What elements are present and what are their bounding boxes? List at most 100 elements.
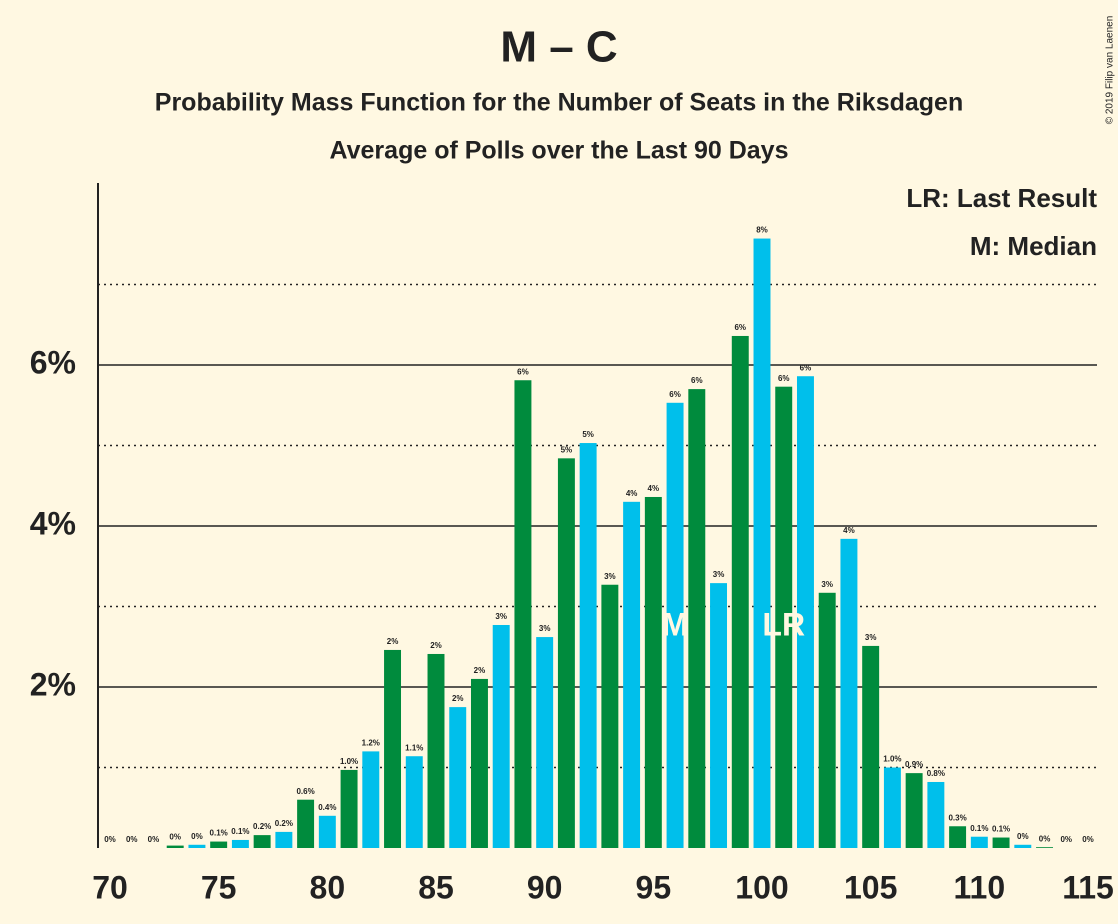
x-tick-label: 95 [636,869,672,905]
data-label: 0.8% [927,769,945,778]
bar [796,376,814,848]
data-label: 0.3% [948,813,966,822]
data-label: 0.6% [296,787,314,796]
bar [862,645,880,848]
x-tick-label: 75 [201,869,237,905]
data-label: 0% [191,832,203,841]
bar [905,773,923,848]
data-label: 5% [582,430,594,439]
data-label: 6% [517,367,529,376]
data-label: 0.1% [992,825,1010,834]
bar [949,826,967,848]
data-label: 1.1% [405,743,423,752]
bar [188,844,206,848]
bar [1014,844,1032,848]
data-label: 4% [626,489,638,498]
bar [514,380,532,848]
data-label: 0% [169,833,181,842]
bar [753,238,771,848]
data-label: 6% [669,390,681,399]
bar [231,839,249,848]
bar [297,799,315,848]
data-label: 2% [387,637,399,646]
bar [427,653,445,848]
bar [253,835,271,848]
legend-entry: M: Median [970,231,1097,261]
bar [710,583,728,848]
bar-marker: M [662,606,689,642]
data-label: 6% [800,363,812,372]
data-label: 2% [430,641,442,650]
chart-subtitle: Probability Mass Function for the Number… [155,89,963,117]
data-label: 6% [778,374,790,383]
bar [340,769,358,848]
data-label: 3% [865,633,877,642]
x-tick-label: 110 [954,869,1006,905]
x-tick-label: 70 [92,869,128,905]
bar [883,767,901,848]
x-tick-label: 100 [735,869,788,905]
data-label: 2% [474,666,486,675]
bar [492,624,510,848]
data-label: 1.0% [340,757,358,766]
data-label: 5% [561,445,573,454]
bar [470,678,488,848]
data-label: 3% [495,612,507,621]
data-label: 6% [734,323,746,332]
bar [362,751,380,848]
bar [601,584,619,848]
bar [318,815,336,848]
data-label: 0.9% [905,760,923,769]
bar [688,389,706,848]
bar [731,335,749,849]
bar [579,443,597,848]
bar-marker: LR [762,606,805,642]
data-label: 4% [843,526,855,535]
bar [166,845,184,848]
data-label: 0% [1082,835,1094,844]
data-label: 0% [1060,835,1072,844]
bar [449,707,467,848]
chart-title: M – C [500,23,617,72]
bar [992,837,1010,848]
data-label: 3% [604,572,616,581]
data-label: 2% [452,694,464,703]
bar [840,538,858,848]
data-label: 8% [756,226,768,235]
data-label: 0.1% [231,827,249,836]
x-tick-label: 115 [1062,869,1114,905]
data-label: 3% [539,624,551,633]
bar [536,637,554,848]
data-label: 3% [821,580,833,589]
data-label: 4% [648,484,660,493]
bar [818,592,836,848]
bar [210,841,228,848]
bar [970,836,988,848]
data-label: 0% [1039,834,1051,843]
data-label: 1.0% [883,755,901,764]
data-label: 0.1% [970,824,988,833]
data-label: 0% [104,835,116,844]
bar [623,501,641,848]
y-tick-label: 2% [30,666,76,702]
bar [1036,847,1054,848]
bar [927,781,945,848]
x-tick-label: 80 [310,869,346,905]
x-tick-label: 90 [527,869,563,905]
x-tick-label: 85 [418,869,454,905]
bar [775,386,793,848]
legend-entry: LR: Last Result [906,183,1097,213]
y-tick-label: 4% [30,505,76,541]
data-label: 0.2% [275,819,293,828]
bar [644,496,662,848]
data-label: 1.2% [362,738,380,747]
bar [275,831,293,848]
x-tick-label: 105 [844,869,897,905]
copyright: © 2019 Filip van Laenen [1105,16,1116,125]
data-label: 0.2% [253,822,271,831]
data-label: 0% [148,835,160,844]
bar [557,458,575,848]
data-label: 0.1% [210,829,228,838]
y-tick-label: 6% [30,344,76,380]
